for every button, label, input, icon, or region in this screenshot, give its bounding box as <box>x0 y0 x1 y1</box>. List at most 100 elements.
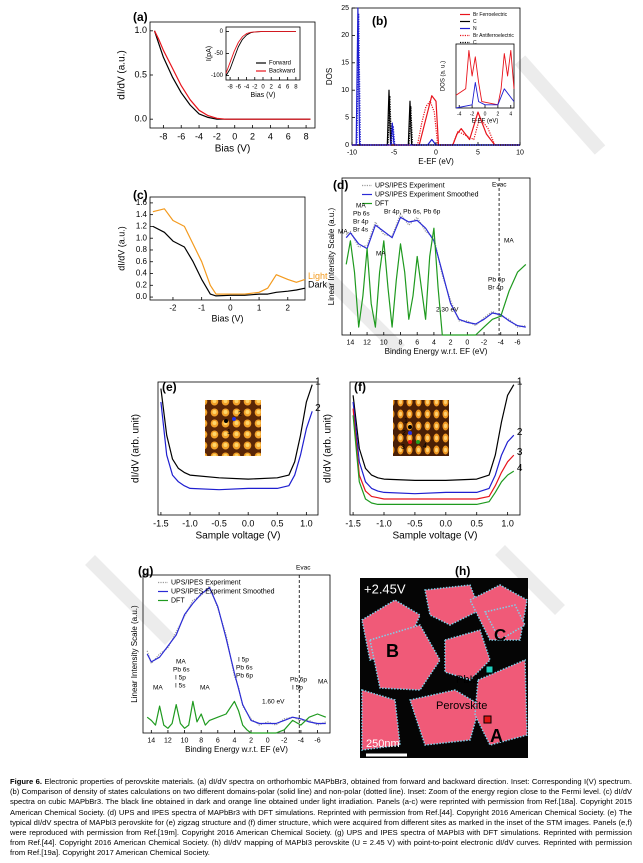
x-tick-label: 4 <box>432 339 436 346</box>
stm-image-e <box>205 400 261 456</box>
x-tick-label: 10 <box>181 737 189 744</box>
x-tick-label: -4 <box>298 737 304 744</box>
x-tick-label: -8 <box>227 84 233 90</box>
image-label: Perovskite <box>436 700 487 712</box>
x-tick-label: -2 <box>169 304 177 313</box>
image-label: C <box>494 625 506 644</box>
x-tick-label: 8 <box>294 84 298 90</box>
series-line <box>352 95 520 146</box>
legend-label: Backward <box>269 69 295 75</box>
series-line <box>345 216 526 328</box>
y-tick-label: 0.4 <box>136 269 148 278</box>
series-line <box>160 384 313 480</box>
legend-label: C <box>473 40 477 46</box>
x-tick-label: 0.5 <box>470 519 483 529</box>
x-tick-label: -5 <box>391 149 397 156</box>
x-tick-label: -1 <box>198 304 206 313</box>
x-tick-label: 0 <box>232 132 237 142</box>
legend-label: Br Antiferroelectric <box>473 33 514 39</box>
annotation: Br 4s <box>353 227 369 234</box>
x-tick-label: -10 <box>347 149 357 156</box>
annotation: Br 4p <box>353 219 369 226</box>
panel-label: (e) <box>162 380 177 394</box>
annotation: Pb 6p <box>488 277 505 284</box>
panel-label: (f) <box>354 380 366 394</box>
x-axis-label: Binding Energy w.r.t. EF (eV) <box>385 347 488 356</box>
annotation: MA <box>338 229 348 236</box>
y-tick-label: 0.5 <box>134 69 147 79</box>
x-tick-label: -2 <box>213 132 221 142</box>
x-tick-label: -0.5 <box>407 519 423 529</box>
annotation: MA <box>504 238 514 245</box>
x-tick-label: 6 <box>415 339 419 346</box>
annotation: I 5p <box>238 657 249 664</box>
series-line <box>146 587 326 725</box>
x-tick-label: 0 <box>465 339 469 346</box>
series-line <box>352 384 515 481</box>
x-tick-label: 0 <box>266 737 270 744</box>
x-tick-label: 2 <box>250 132 255 142</box>
legend-label: UPS/IPES Experiment Smoothed <box>375 191 479 198</box>
legend-label: UPS/IPES Experiment Smoothed <box>171 588 275 595</box>
x-tick-label: -2 <box>252 84 258 90</box>
x-tick-label: 2 <box>496 111 499 117</box>
annotation: Pb 6s <box>173 667 190 674</box>
site-marker <box>224 419 228 423</box>
x-tick-label: 10 <box>516 149 524 156</box>
series-label: 1 <box>517 376 523 387</box>
y-axis-label: dI/dV (arb. unit) <box>323 414 334 483</box>
annotation: Pb 6s <box>236 665 253 672</box>
x-tick-label: 0 <box>228 304 233 313</box>
x-tick-label: 2 <box>270 84 274 90</box>
legend-label: DFT <box>171 597 185 604</box>
series-line <box>152 225 306 297</box>
x-tick-label: -0.5 <box>211 519 227 529</box>
x-tick-label: 6 <box>286 132 291 142</box>
x-axis-label: Bias (V) <box>211 313 243 323</box>
annotation: Pb 6p <box>290 677 307 684</box>
annotation: Evac <box>296 565 311 572</box>
x-tick-label: 8 <box>199 737 203 744</box>
y-tick-label: 0.0 <box>134 114 147 124</box>
x-tick-label: 1 <box>257 304 262 313</box>
annotation: MA <box>376 251 386 258</box>
series-line <box>152 208 306 295</box>
image-label: 2 <box>238 411 242 418</box>
x-tick-label: -6 <box>514 339 520 346</box>
x-axis-label: Binding Energy w.r.t. EF (eV) <box>185 745 288 754</box>
caption: Figure 6. Electronic properties of perov… <box>10 777 632 859</box>
image-label: 1 <box>227 429 231 436</box>
series-label: 3 <box>517 447 523 458</box>
x-axis-label: E-EF (eV) <box>418 157 454 166</box>
annotation: 2.30 eV <box>436 307 459 314</box>
caption-text: Electronic properties of perovskite mate… <box>10 777 632 858</box>
x-tick-label: -8 <box>159 132 167 142</box>
annotation: 1.60 eV <box>262 699 285 706</box>
stm-image-f <box>393 400 449 456</box>
x-tick-label: 4 <box>509 111 512 117</box>
x-tick-label: 0 <box>261 84 265 90</box>
site-marker <box>408 440 412 444</box>
caption-title: Figure 6. <box>10 777 42 786</box>
annotation: Evac <box>492 182 507 189</box>
plot-frame <box>157 381 319 516</box>
x-tick-label: 0.5 <box>271 519 284 529</box>
y-axis-label: dI/dV (a.u.) <box>117 50 128 99</box>
y-axis-label: DOS <box>325 68 334 85</box>
x-tick-label: 12 <box>164 737 172 744</box>
series-line <box>352 401 515 495</box>
x-tick-label: -6 <box>177 132 185 142</box>
y-axis-label: I(pA) <box>206 46 213 61</box>
x-tick-label: -1.0 <box>376 519 392 529</box>
x-tick-label: 4 <box>232 737 236 744</box>
x-tick-label: 4 <box>278 84 282 90</box>
x-tick-label: -1.5 <box>345 519 361 529</box>
annotation: MA <box>153 685 163 692</box>
x-tick-label: -6 <box>314 737 320 744</box>
series-line <box>225 30 296 74</box>
legend-label: Br Ferroelectric <box>473 12 508 18</box>
image-label: 2 <box>402 430 406 437</box>
legend-label: C <box>473 19 477 25</box>
x-axis-label: E-EF (eV) <box>472 119 499 125</box>
image-label: +2.45V <box>364 581 406 596</box>
